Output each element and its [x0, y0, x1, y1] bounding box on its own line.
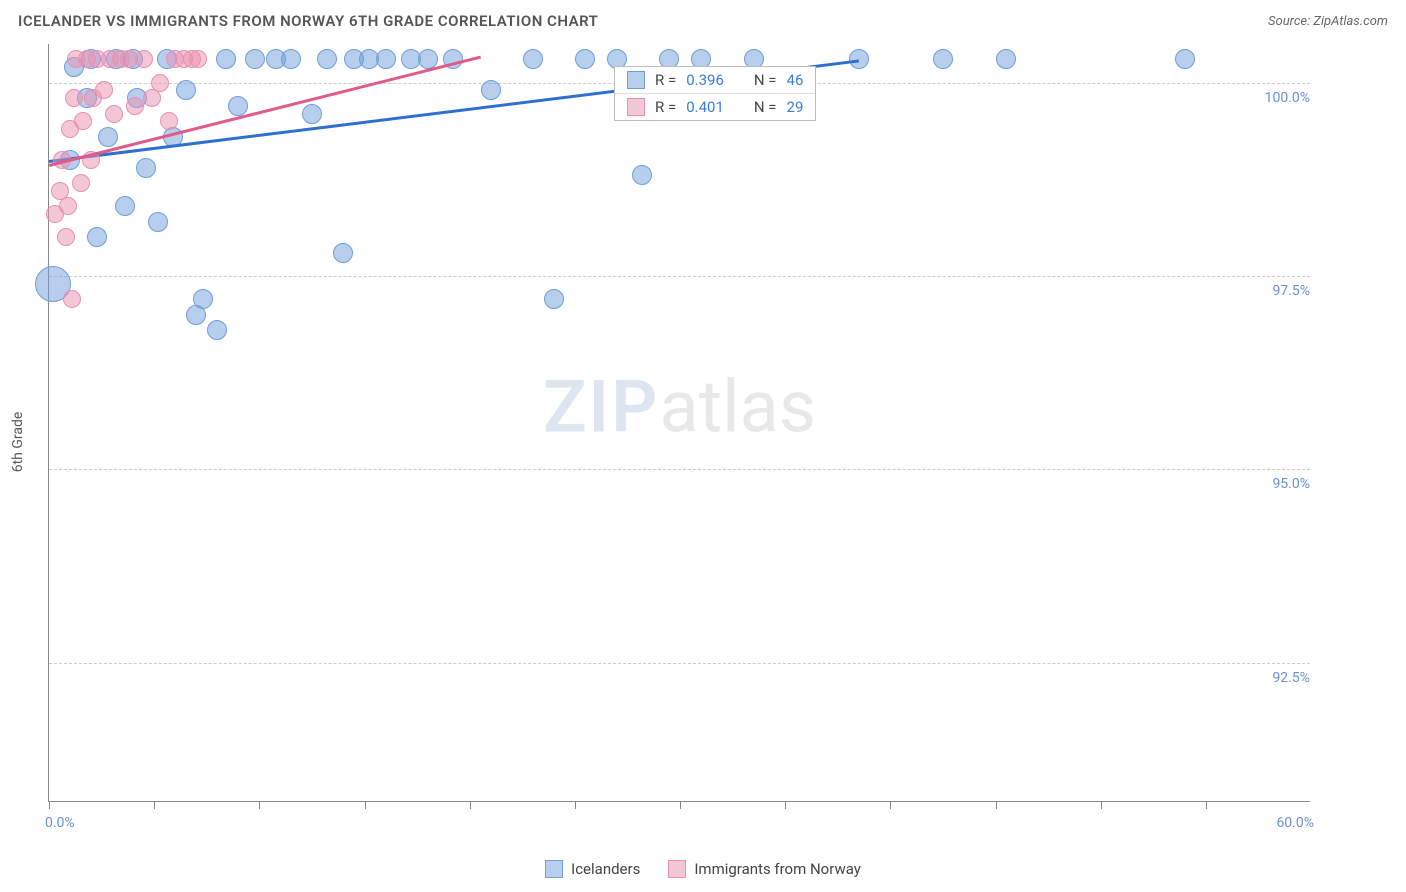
- watermark-zip: ZIP: [543, 365, 659, 450]
- x-tick: [259, 801, 260, 809]
- y-tick-label: 92.5%: [1270, 670, 1312, 686]
- stat-r-label: R =: [655, 98, 676, 116]
- chart-title: ICELANDER VS IMMIGRANTS FROM NORWAY 6TH …: [18, 12, 598, 30]
- gridline: 95.0%: [49, 469, 1310, 470]
- stat-n-value: 29: [787, 98, 804, 116]
- data-point-norway: [126, 97, 144, 115]
- data-point-icelanders: [376, 49, 396, 69]
- data-point-icelanders: [544, 289, 564, 309]
- data-point-norway: [135, 50, 153, 68]
- x-tick: [680, 801, 681, 809]
- x-tick: [470, 801, 471, 809]
- chart-area: 6th Grade ZIPatlas 100.0%97.5%95.0%92.5%…: [48, 44, 1388, 840]
- data-point-icelanders: [115, 196, 135, 216]
- legend-swatch: [627, 71, 645, 89]
- data-point-icelanders: [136, 158, 156, 178]
- data-point-norway: [57, 228, 75, 246]
- data-point-icelanders: [148, 212, 168, 232]
- gridline: 97.5%: [49, 276, 1310, 277]
- data-point-icelanders: [302, 104, 322, 124]
- x-tick: [154, 801, 155, 809]
- stat-n-value: 46: [787, 71, 804, 89]
- y-axis-title: 6th Grade: [10, 412, 26, 473]
- stats-box: R = 0.396 N = 46 R = 0.401 N = 29: [614, 66, 816, 121]
- data-point-icelanders: [281, 49, 301, 69]
- data-point-icelanders: [575, 49, 595, 69]
- chart-header: ICELANDER VS IMMIGRANTS FROM NORWAY 6TH …: [0, 0, 1406, 38]
- data-point-icelanders: [216, 49, 236, 69]
- stat-r-value: 0.396: [686, 71, 724, 89]
- data-point-norway: [105, 105, 123, 123]
- x-tick: [890, 801, 891, 809]
- data-point-icelanders: [996, 49, 1016, 69]
- legend-item-norway: Immigrants from Norway: [668, 860, 861, 878]
- data-point-norway: [95, 81, 113, 99]
- y-tick-label: 97.5%: [1270, 283, 1312, 299]
- data-point-icelanders: [228, 96, 248, 116]
- x-tick: [1206, 801, 1207, 809]
- data-point-icelanders: [1175, 49, 1195, 69]
- x-label-max: 60.0%: [1276, 815, 1314, 831]
- x-tick: [49, 801, 50, 809]
- x-tick: [1101, 801, 1102, 809]
- y-tick-label: 100.0%: [1263, 90, 1312, 106]
- data-point-icelanders: [245, 49, 265, 69]
- data-point-icelanders: [193, 289, 213, 309]
- stats-row-norway: R = 0.401 N = 29: [615, 94, 815, 120]
- data-point-norway: [63, 290, 81, 308]
- chart-source: Source: ZipAtlas.com: [1268, 14, 1388, 29]
- data-point-icelanders: [98, 127, 118, 147]
- gridline: 92.5%: [49, 663, 1310, 664]
- x-tick: [365, 801, 366, 809]
- legend-swatch: [627, 98, 645, 116]
- watermark: ZIPatlas: [543, 365, 816, 450]
- x-label-min: 0.0%: [45, 815, 75, 831]
- x-tick: [996, 801, 997, 809]
- legend-swatch: [545, 860, 563, 878]
- legend-label: Icelanders: [571, 860, 640, 878]
- data-point-icelanders: [481, 80, 501, 100]
- data-point-icelanders: [523, 49, 543, 69]
- y-tick-label: 95.0%: [1270, 476, 1312, 492]
- bottom-legend: Icelanders Immigrants from Norway: [0, 860, 1406, 878]
- x-tick: [575, 801, 576, 809]
- data-point-icelanders: [207, 320, 227, 340]
- data-point-norway: [160, 112, 178, 130]
- data-point-norway: [59, 197, 77, 215]
- legend-item-icelanders: Icelanders: [545, 860, 640, 878]
- data-point-norway: [143, 89, 161, 107]
- data-point-norway: [65, 89, 83, 107]
- stat-r-value: 0.401: [686, 98, 724, 116]
- data-point-icelanders: [176, 80, 196, 100]
- data-point-norway: [72, 174, 90, 192]
- data-point-norway: [189, 50, 207, 68]
- data-point-icelanders: [87, 227, 107, 247]
- legend-label: Immigrants from Norway: [694, 860, 861, 878]
- stat-r-label: R =: [655, 71, 676, 89]
- data-point-norway: [74, 112, 92, 130]
- watermark-atlas: atlas: [659, 365, 816, 450]
- data-point-icelanders: [333, 243, 353, 263]
- data-point-icelanders: [933, 49, 953, 69]
- data-point-norway: [151, 74, 169, 92]
- legend-swatch: [668, 860, 686, 878]
- plot-area: ZIPatlas 100.0%97.5%95.0%92.5%0.0%60.0%R…: [48, 44, 1310, 802]
- data-point-icelanders: [632, 165, 652, 185]
- stat-n-label: N =: [754, 98, 777, 116]
- x-tick: [785, 801, 786, 809]
- stat-n-label: N =: [754, 71, 777, 89]
- stats-row-icelanders: R = 0.396 N = 46: [615, 67, 815, 94]
- data-point-icelanders: [317, 49, 337, 69]
